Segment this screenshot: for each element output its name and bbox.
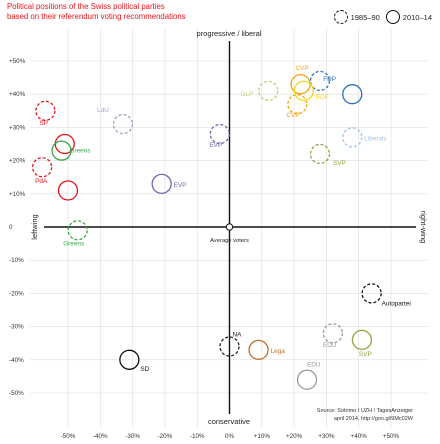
party-label-svp: SVP	[359, 351, 372, 358]
legend: 1985–90 2010–14	[328, 6, 432, 28]
y-tick-label: -50%	[9, 390, 24, 397]
party-marker-greens-1985	[67, 220, 88, 241]
party-label-autopartei: Autopartei	[382, 300, 411, 307]
y-tick-label: 0	[9, 224, 13, 231]
x-tick-label: -20%	[158, 433, 173, 440]
x-tick-label: +20%	[286, 433, 303, 440]
x-tick-label: 0%	[225, 433, 235, 440]
y-tick-label: -40%	[9, 357, 24, 364]
legend-label-1985: 1985–90	[350, 12, 380, 22]
party-marker-glp-1985	[258, 80, 279, 102]
x-tick-label: +30%	[318, 433, 335, 440]
party-marker-svp-2010	[351, 329, 373, 351]
party-marker-ldu-1985	[112, 113, 134, 135]
x-tick-label: +50%	[383, 433, 400, 440]
party-label-evp: EVP	[209, 142, 222, 149]
source-line-2: april 2014. http://goo.gl/9Mc02W	[334, 416, 414, 422]
party-marker-edu-2010	[296, 369, 318, 390]
origin-label: Average voters	[210, 238, 249, 244]
party-label-greens: Greens	[63, 240, 84, 247]
y-tick-label: +10%	[9, 191, 26, 198]
party-label-bdp: BDP	[316, 94, 329, 101]
title-line-2: based on their referendum voting recomme…	[7, 12, 186, 21]
party-marker-liberals-1985	[342, 127, 363, 148]
party-label-fdp: FDP	[323, 76, 336, 83]
party-marker-lega-2010	[248, 339, 269, 360]
party-marker-fdp-1985	[309, 70, 331, 92]
axis-label-bottom: conservative	[208, 417, 250, 426]
party-label-lega: Lega	[271, 348, 286, 355]
x-tick-label: +40%	[351, 433, 368, 440]
party-label-cvp: CVP	[296, 65, 309, 72]
y-tick-label: +40%	[9, 91, 26, 98]
axis-label-left: leftwing	[30, 214, 39, 239]
y-tick-label: +20%	[9, 158, 26, 165]
party-marker-sp-1985	[35, 100, 56, 121]
tick-labels: -50% -40% -30% -20% -10% 0% +10% +20% +30% +40% +5…	[9, 58, 400, 440]
party-marker-svp-1985	[309, 143, 331, 165]
party-marker-na-1985	[219, 336, 240, 357]
party-label-greens: Greens	[70, 148, 91, 155]
party-marker-sd-2010	[119, 349, 140, 370]
source-line-1: Source: Sotomo / UZH / TagesAnzeiger	[317, 408, 413, 414]
party-label-pda: PdA	[35, 178, 48, 185]
y-tick-label: +30%	[9, 124, 26, 131]
title-line-1: Political positions of the Swiss politic…	[7, 2, 165, 11]
party-label-sd: SD	[140, 366, 149, 373]
legend-item-2010: 2010–14	[385, 10, 432, 24]
party-label-na: NA	[233, 332, 243, 339]
party-label-sp: SP	[39, 120, 48, 127]
dashed-circle-icon	[333, 10, 348, 24]
party-label-edu: EDU	[307, 362, 321, 369]
x-tick-label: +10%	[254, 433, 271, 440]
party-marker-greens-2010	[51, 140, 72, 161]
party-marker-bdp-2010	[293, 80, 314, 102]
legend-item-1985: 1985–90	[333, 10, 380, 24]
party-markers: SP PdA Greens LdU EVP GLP CVP Liberals SVP NA EDU A…	[32, 65, 411, 390]
party-label-liberals: Liberals	[364, 135, 386, 142]
x-tick-label: -50%	[61, 433, 76, 440]
chart-title: Political positions of the Swiss politic…	[7, 2, 186, 22]
x-tick-label: -30%	[125, 433, 140, 440]
party-marker-pda-2010	[57, 180, 79, 201]
party-label-glp: GLP	[240, 91, 253, 98]
y-tick-label: +50%	[9, 58, 26, 65]
origin-marker	[225, 223, 234, 231]
party-marker-fdp-2010	[342, 84, 363, 105]
axis-label-top: progressive / liberal	[196, 29, 261, 38]
axis-label-right: right-wing	[419, 211, 428, 244]
party-marker-edu-1985	[322, 323, 344, 344]
y-tick-label: -20%	[9, 290, 24, 297]
party-marker-autopartei-1985	[361, 283, 382, 304]
solid-circle-icon	[385, 10, 400, 24]
party-label-cvp: CVP	[286, 112, 299, 119]
party-marker-evp-1985	[209, 123, 230, 145]
party-marker-cvp-1985	[287, 94, 308, 115]
x-tick-label: -40%	[93, 433, 108, 440]
party-label-ldu: LdU	[97, 107, 109, 114]
y-tick-label: -10%	[9, 257, 24, 264]
party-label-edu: EDU	[323, 342, 337, 349]
party-label-svp: SVP	[333, 160, 346, 167]
party-label-evp: EVP	[174, 182, 187, 189]
party-marker-pda-1985	[32, 157, 53, 178]
party-marker-evp-2010	[151, 173, 172, 194]
y-tick-label: -30%	[9, 324, 24, 331]
x-tick-label: -10%	[190, 433, 205, 440]
legend-label-2010: 2010–14	[402, 12, 432, 22]
